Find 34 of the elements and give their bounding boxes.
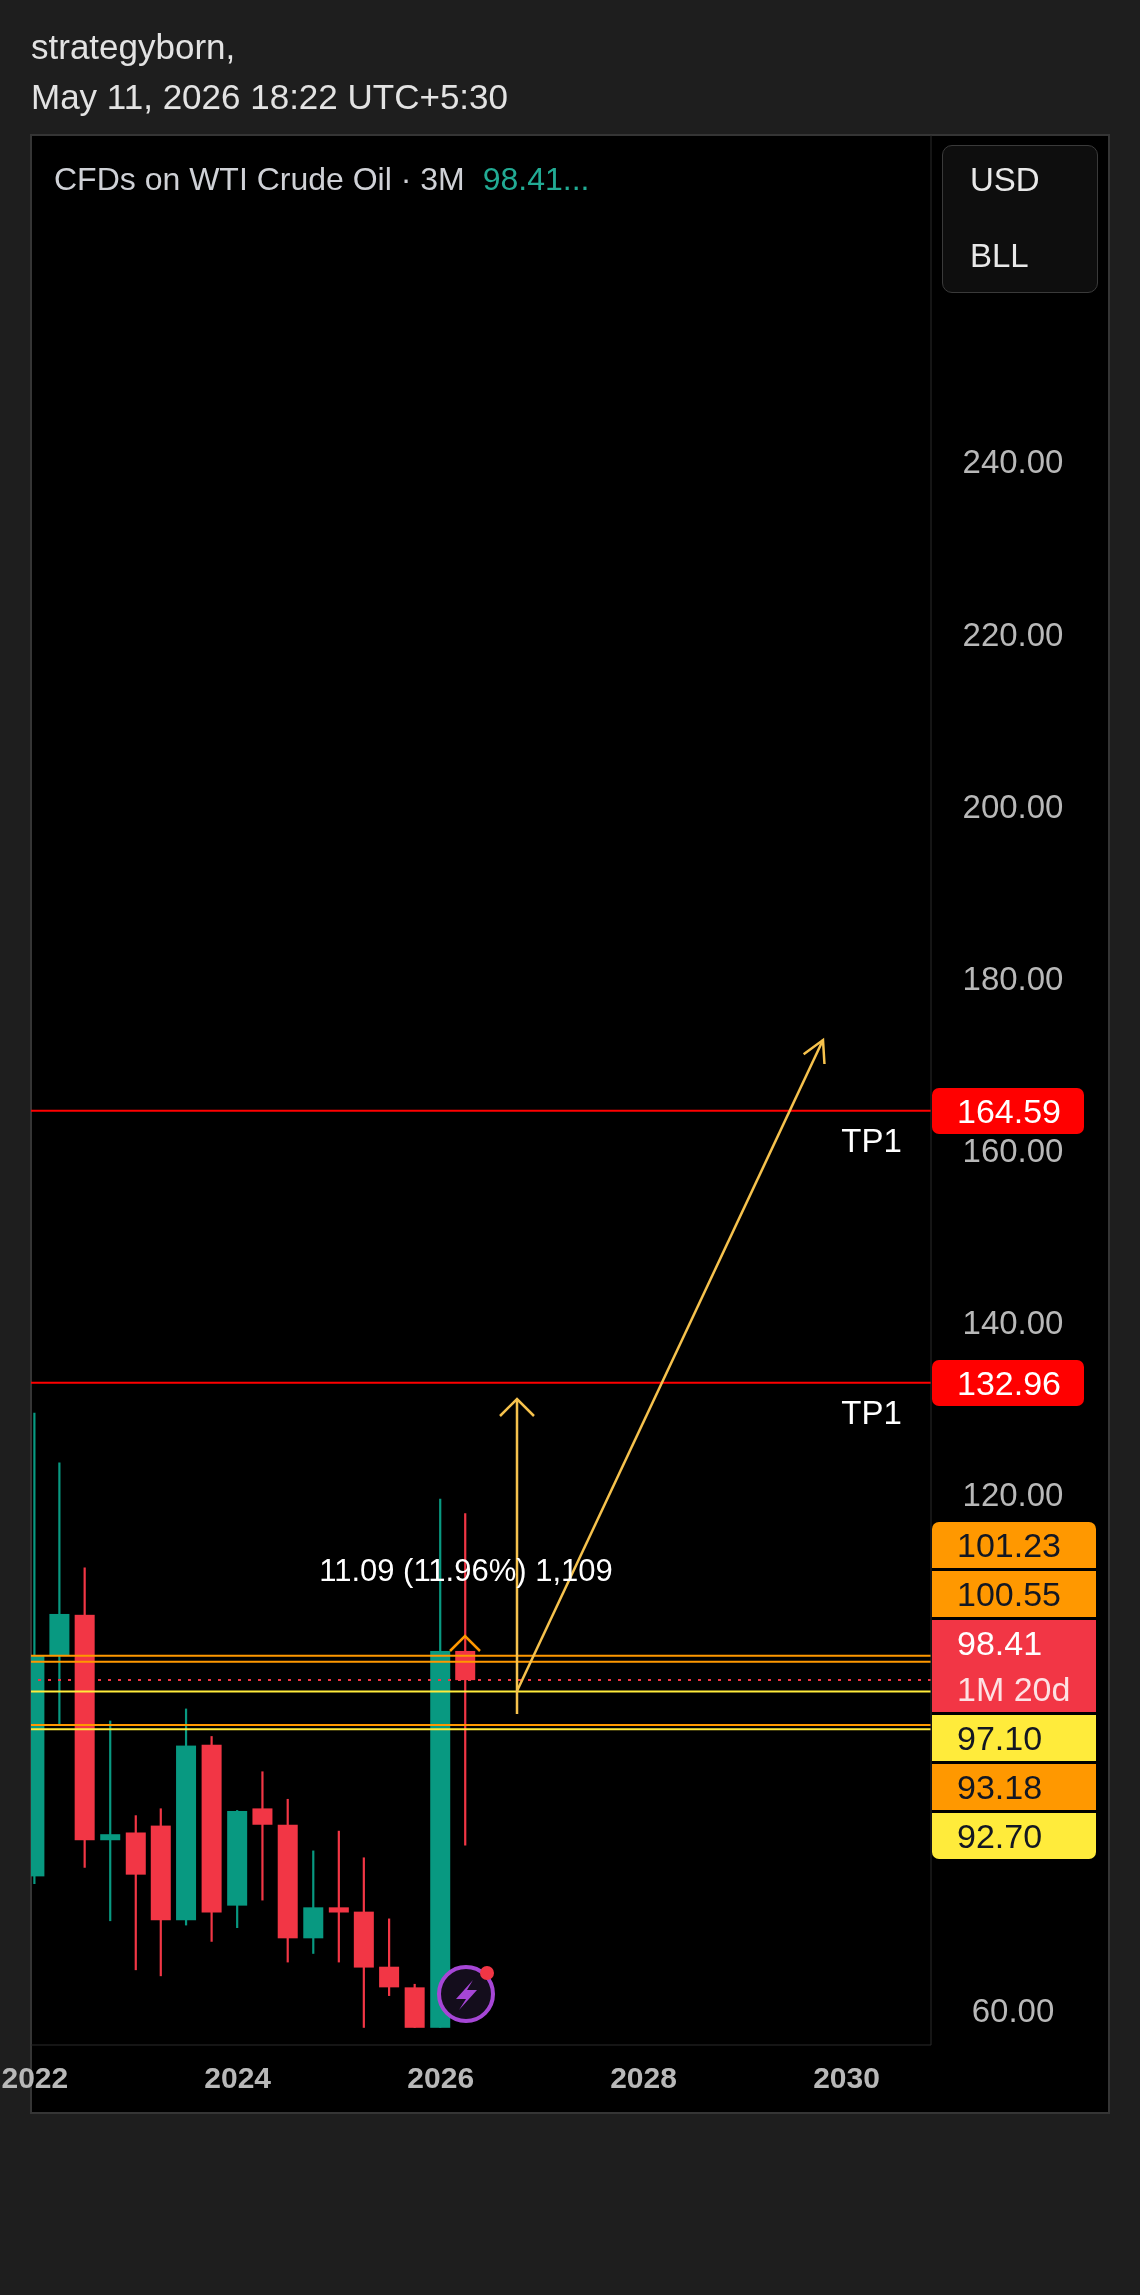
ref-line-label: 132.96 [957,1362,1061,1404]
ref-line-label: 98.41 [957,1623,1043,1665]
x-tick-label: 2026 [407,2060,475,2094]
text: 1M 20d [957,1669,1071,1711]
y-tick-label: 200.00 [962,787,1064,825]
ref-line-label: 97.10 [957,1718,1043,1760]
y-tick-label: 180.00 [962,959,1064,997]
y-tick-label: 160.00 [962,1131,1064,1169]
x-tick-label: 2024 [204,2060,272,2094]
text: 98.41... [482,160,590,197]
text: CFDs on WTI Crude Oil · 3M [54,160,465,197]
text: BLL [970,236,1029,276]
ref-line-label: 92.70 [957,1816,1043,1858]
text: USD [970,160,1040,200]
text: May 11, 2026 18:22 UTC+5:30 [31,76,509,118]
ref-line-label: 164.59 [957,1091,1061,1130]
candlestick [328,1829,349,1964]
y-tick-label: 140.00 [962,1303,1064,1341]
candlestick [252,1770,273,1902]
candlestick [100,1719,121,1923]
ref-line-label: 101.23 [957,1525,1061,1567]
text: strategyborn, [31,26,236,68]
y-tick-label: 120.00 [962,1475,1064,1513]
y-tick-label: 220.00 [962,615,1064,653]
ref-line-label: 100.55 [957,1574,1061,1616]
ref-line-label: 93.18 [957,1767,1043,1809]
y-tick-label: 60.00 [971,1992,1055,2030]
annotation: TP1 [841,1122,902,1160]
y-tick-label: 240.00 [962,443,1064,481]
x-tick-label: 2030 [813,2060,880,2094]
x-tick-label: 2028 [610,2060,677,2094]
x-tick-label: 2022 [1,2060,69,2094]
annotation: TP1 [841,1394,902,1432]
candlestick [379,1917,400,1998]
